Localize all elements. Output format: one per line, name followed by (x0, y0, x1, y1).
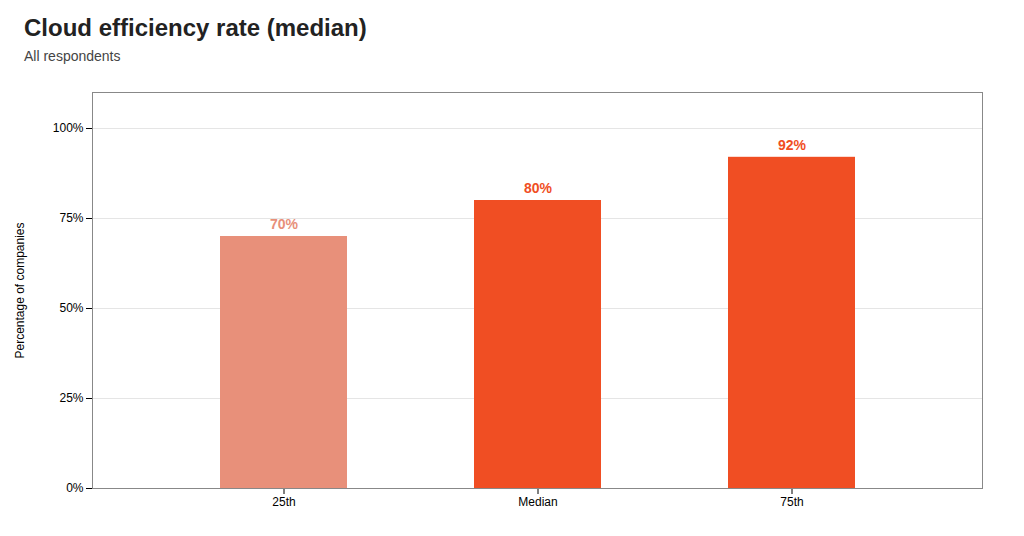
svg-text:80%: 80% (524, 180, 553, 196)
svg-text:100%: 100% (53, 121, 84, 135)
svg-text:0%: 0% (66, 481, 84, 495)
svg-text:75th: 75th (780, 495, 803, 509)
html-text:All respondents: All respondents (24, 48, 121, 64)
svg-text:50%: 50% (59, 301, 83, 315)
svg-text:Median: Median (518, 495, 557, 509)
svg-text:25%: 25% (59, 391, 83, 405)
svg-text:Percentage of companies: Percentage of companies (13, 222, 27, 358)
svg-text:92%: 92% (778, 137, 807, 153)
svg-text:75%: 75% (59, 211, 83, 225)
svg-text:70%: 70% (270, 216, 299, 232)
html-text:Cloud efficiency rate (median): Cloud efficiency rate (median) (24, 14, 367, 41)
svg-text:25th: 25th (272, 495, 295, 509)
